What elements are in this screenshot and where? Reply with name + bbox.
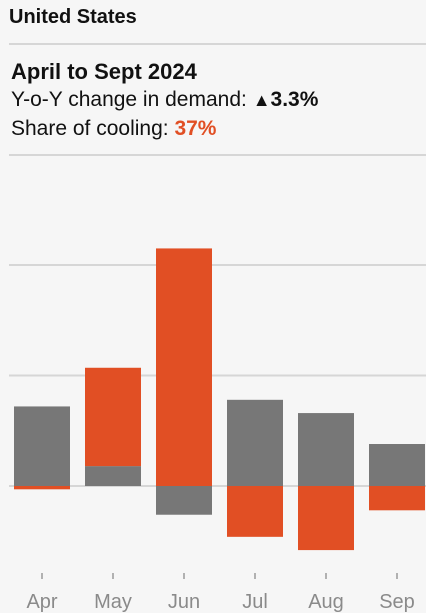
bar-jul-series-2 [227, 486, 283, 537]
bar-sep-series-1 [369, 444, 425, 486]
demand-change-value: 3.3% [271, 88, 319, 111]
x-tick-label-jun: Jun [168, 591, 200, 613]
region-title: United States [9, 6, 137, 29]
bar-jun-series-1 [156, 486, 212, 515]
bar-aug-series-1 [298, 413, 354, 486]
x-tick-label-aug: Aug [308, 591, 344, 613]
demand-change-line: Y-o-Y change in demand: ▲3.3% [11, 88, 318, 112]
bar-apr-series-1 [14, 406, 70, 486]
period-title: April to Sept 2024 [11, 59, 197, 85]
demand-change-label: Y-o-Y change in demand: [11, 88, 253, 111]
bar-may-series-1 [85, 466, 141, 486]
demand-bar-chart: Apr May Jun Jul Aug Sep [0, 155, 426, 613]
cooling-share-label: Share of cooling: [11, 117, 174, 140]
cooling-share-value: 37% [174, 117, 216, 140]
bar-aug-series-2 [298, 486, 354, 550]
bar-apr-series-2 [14, 486, 70, 489]
x-tick-label-jul: Jul [242, 591, 268, 613]
x-tick-label-sep: Sep [379, 591, 415, 613]
x-tick-label-may: May [94, 591, 132, 613]
bar-sep-series-2 [369, 486, 425, 510]
up-triangle-icon: ▲ [253, 90, 271, 110]
top-divider [9, 43, 426, 45]
cooling-share-line: Share of cooling: 37% [11, 117, 216, 141]
bar-jul-series-1 [227, 400, 283, 486]
bar-jun-series-2 [156, 248, 212, 486]
x-tick-label-apr: Apr [26, 591, 57, 613]
bar-may-series-2 [85, 368, 141, 466]
